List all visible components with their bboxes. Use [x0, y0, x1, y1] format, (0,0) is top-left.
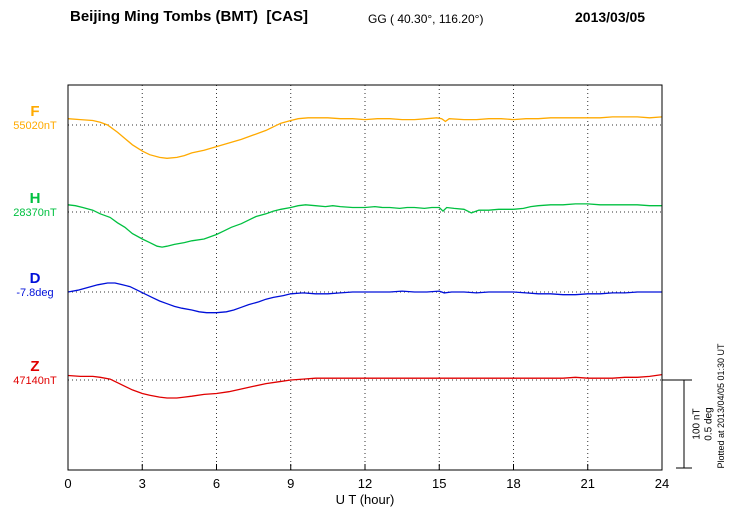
trace-h [67, 203, 662, 248]
series-letter-f: F [30, 103, 40, 120]
series-letter-z: Z [30, 358, 40, 375]
series-letter-h: H [29, 190, 41, 207]
x-tick-label-15: 15 [432, 476, 447, 491]
x-tick-label-9: 9 [287, 476, 295, 491]
x-axis-label: U T (hour) [335, 492, 395, 507]
series-label-f: F 55020nT [5, 103, 65, 133]
station-title: Beijing Ming Tombs (BMT) [CAS] [70, 8, 309, 25]
x-tick-label-21: 21 [580, 476, 595, 491]
series-baseline-value-d: -7.8deg [16, 287, 54, 300]
x-tick-label-3: 3 [138, 476, 146, 491]
x-tick-label-0: 0 [64, 476, 72, 491]
trace-f [67, 116, 663, 159]
trace-z [67, 373, 663, 399]
series-letter-d: D [29, 270, 41, 287]
x-tick-label-6: 6 [212, 476, 221, 491]
scale-bar-deg-label: 0.5 deg [703, 407, 715, 441]
scale-bar-nt-label: 100 nT [691, 408, 703, 440]
series-baseline-value-h: 28370nT [13, 207, 57, 220]
x-tick-label-18: 18 [506, 476, 521, 491]
x-tick-label-12: 12 [357, 476, 373, 491]
trace-d [67, 282, 662, 314]
plot-frame [67, 84, 663, 471]
series-label-z: Z 47140nT [5, 358, 65, 388]
series-baseline-value-z: 47140nT [13, 375, 57, 388]
geographic-coords: GG ( 40.30°, 116.20°) [368, 12, 484, 26]
plotted-at-timestamp: Plotted at 2013/04/05 01:30 UT [716, 343, 726, 469]
series-baseline-value-f: 55020nT [13, 120, 57, 133]
series-label-h: H 28370nT [5, 190, 65, 220]
plot-date: 2013/03/05 [575, 9, 646, 25]
x-tick-label-24: 24 [654, 476, 670, 491]
series-label-d: D -7.8deg [5, 270, 65, 300]
